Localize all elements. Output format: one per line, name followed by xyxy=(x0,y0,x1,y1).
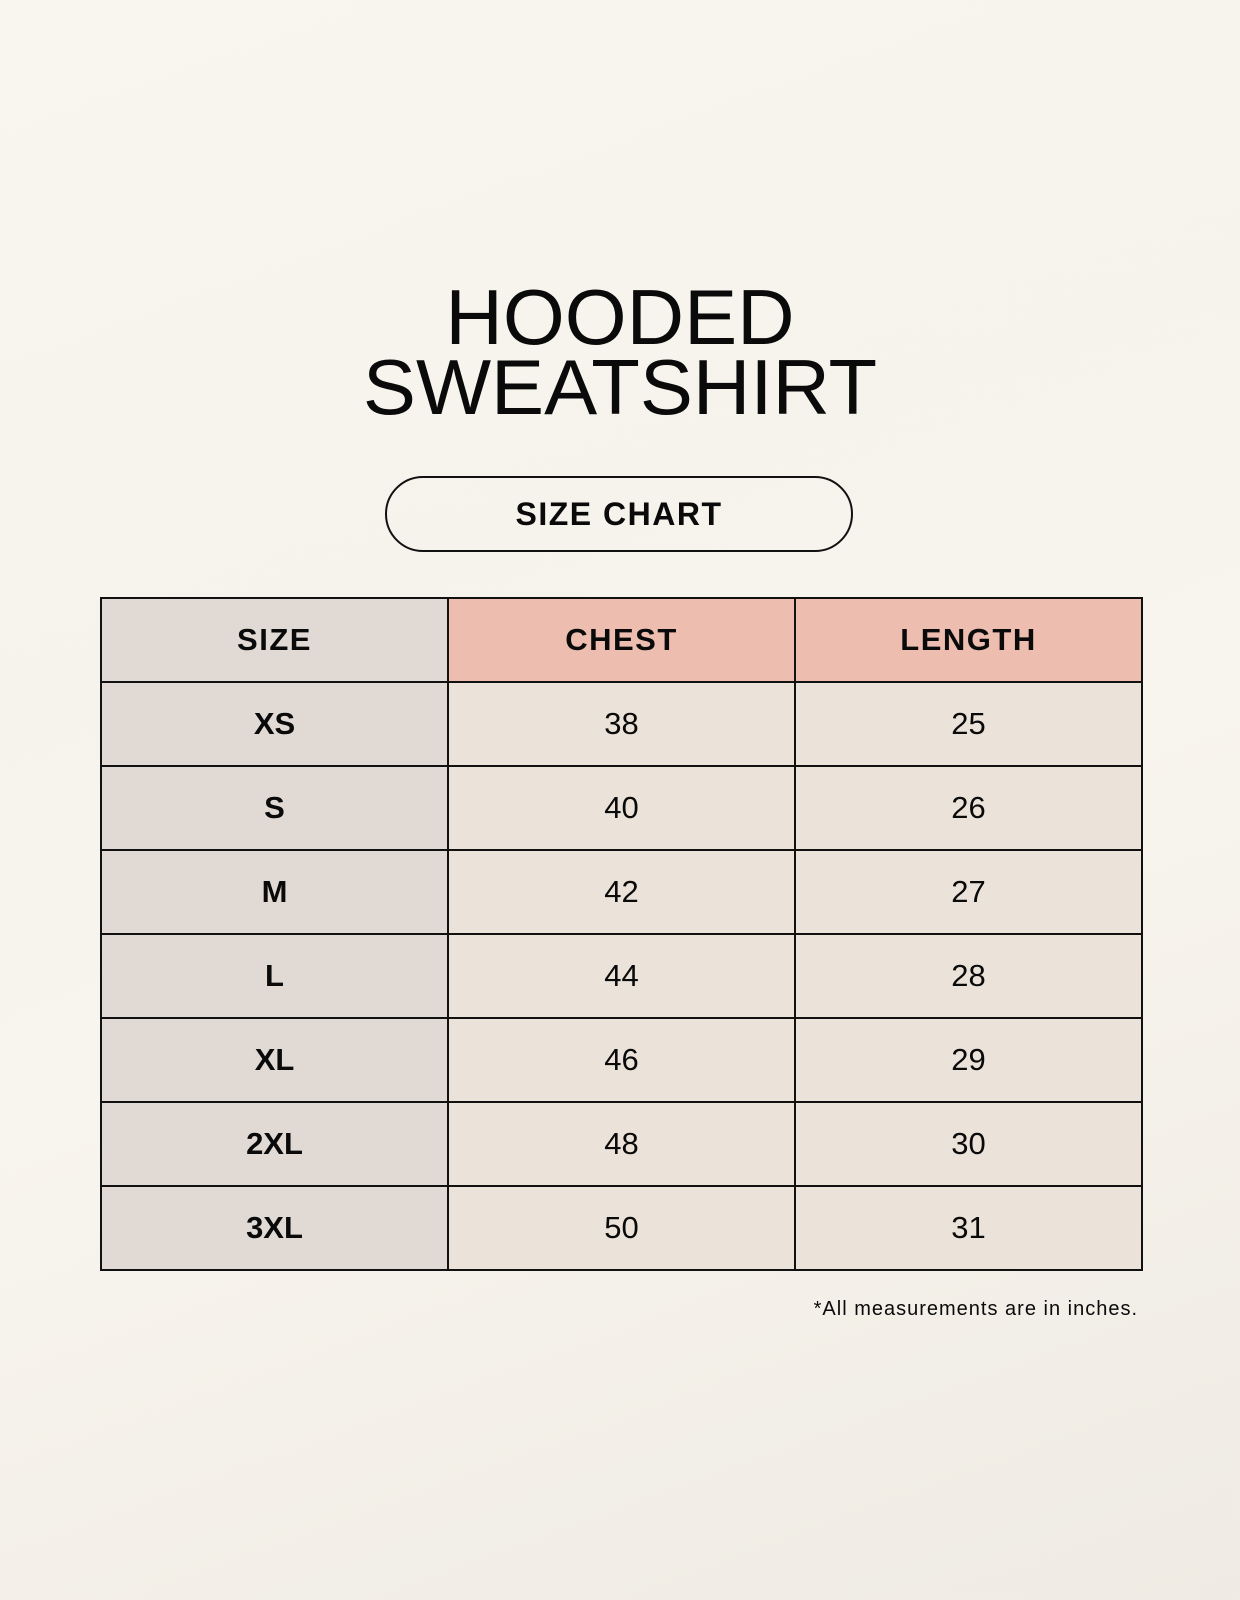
cell-size: S xyxy=(100,765,449,851)
table-row: XL 46 29 xyxy=(100,1017,1143,1103)
cell-length: 28 xyxy=(794,933,1143,1019)
cell-length: 26 xyxy=(794,765,1143,851)
cell-chest: 48 xyxy=(447,1101,796,1187)
cell-size: L xyxy=(100,933,449,1019)
cell-size: XL xyxy=(100,1017,449,1103)
cell-length: 30 xyxy=(794,1101,1143,1187)
table-row: 2XL 48 30 xyxy=(100,1101,1143,1187)
cell-length: 29 xyxy=(794,1017,1143,1103)
cell-size: 3XL xyxy=(100,1185,449,1271)
title-line-2: SWEATSHIRT xyxy=(362,343,878,431)
page-title: HOODED SWEATSHIRT xyxy=(0,273,1240,431)
cell-chest: 44 xyxy=(447,933,796,1019)
title-line-1: HOODED xyxy=(445,273,795,361)
cell-length: 31 xyxy=(794,1185,1143,1271)
cell-chest: 46 xyxy=(447,1017,796,1103)
table-row: 3XL 50 31 xyxy=(100,1185,1143,1271)
table-row: S 40 26 xyxy=(100,765,1143,851)
header-length: LENGTH xyxy=(794,597,1143,683)
header-chest: CHEST xyxy=(447,597,796,683)
table-row: M 42 27 xyxy=(100,849,1143,935)
table-row: XS 38 25 xyxy=(100,681,1143,767)
header-size: SIZE xyxy=(100,597,449,683)
cell-size: XS xyxy=(100,681,449,767)
cell-chest: 40 xyxy=(447,765,796,851)
cell-chest: 42 xyxy=(447,849,796,935)
cell-size: M xyxy=(100,849,449,935)
table-header-row: SIZE CHEST LENGTH xyxy=(100,597,1143,683)
cell-length: 25 xyxy=(794,681,1143,767)
cell-length: 27 xyxy=(794,849,1143,935)
cell-chest: 50 xyxy=(447,1185,796,1271)
size-table: SIZE CHEST LENGTH XS 38 25 S 40 26 M 42 27 L 44 28 X… xyxy=(100,597,1143,1271)
footnote: *All measurements are in inches. xyxy=(813,1298,1138,1320)
size-chart-badge: SIZE CHART xyxy=(385,476,853,552)
cell-size: 2XL xyxy=(100,1101,449,1187)
table-row: L 44 28 xyxy=(100,933,1143,1019)
cell-chest: 38 xyxy=(447,681,796,767)
